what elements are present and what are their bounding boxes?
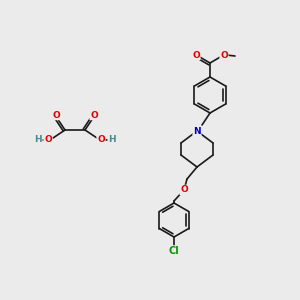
Text: H: H xyxy=(108,136,116,145)
Text: O: O xyxy=(220,50,228,59)
Text: Cl: Cl xyxy=(169,246,179,256)
Text: O: O xyxy=(180,185,188,194)
Text: N: N xyxy=(193,127,201,136)
Text: O: O xyxy=(192,50,200,59)
Text: O: O xyxy=(90,110,98,119)
Text: O: O xyxy=(44,136,52,145)
Text: O: O xyxy=(52,110,60,119)
Text: O: O xyxy=(97,136,105,145)
Text: H: H xyxy=(34,136,42,145)
